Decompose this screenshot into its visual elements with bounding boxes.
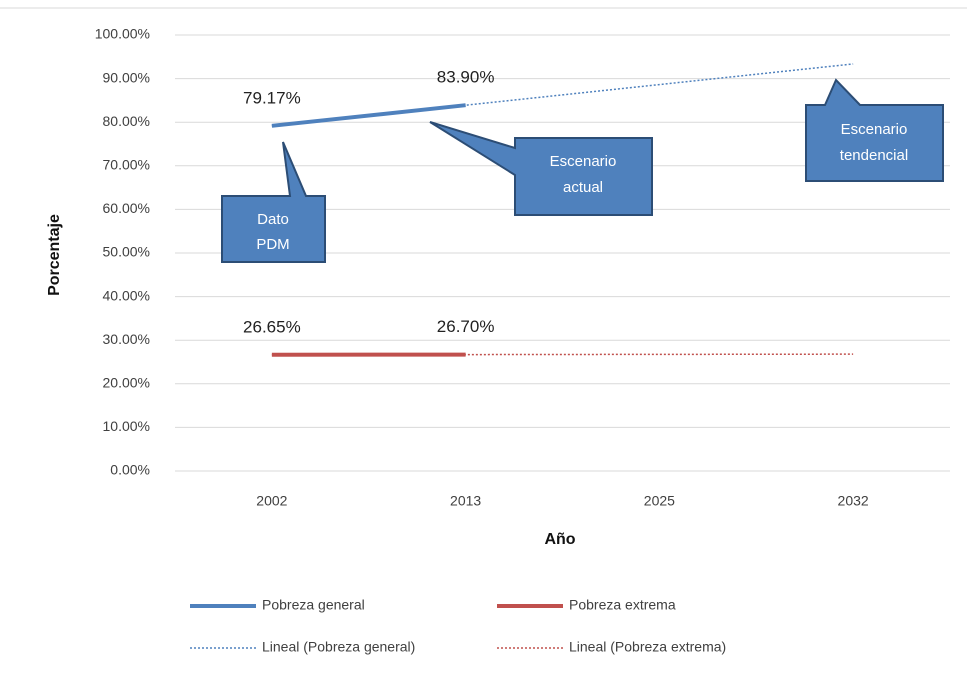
data-label: 26.65% <box>243 317 301 336</box>
x-tick-label: 2032 <box>838 493 869 509</box>
callout-text: Escenario <box>550 153 617 170</box>
data-label: 26.70% <box>437 317 495 336</box>
callout: Escenario actual <box>429 121 653 216</box>
y-tick-label: 70.00% <box>103 157 150 173</box>
x-tick-label: 2025 <box>644 493 675 509</box>
callout-text: PDM <box>256 236 289 253</box>
callout-text: actual <box>563 179 603 196</box>
y-tick-label: 90.00% <box>103 69 150 85</box>
callout-text: Dato <box>257 211 289 228</box>
y-tick-label: 60.00% <box>103 200 150 216</box>
y-tick-label: 10.00% <box>103 418 150 434</box>
series-line <box>271 103 466 128</box>
y-tick-label: 20.00% <box>103 375 150 391</box>
data-label: 79.17% <box>243 88 301 107</box>
y-tick-label: 40.00% <box>103 287 150 303</box>
plot-area: 0.00% 10.00% 20.00% 30.00% 40.00% 50.00% 60.00… <box>95 26 950 509</box>
x-tick-label: 2002 <box>256 493 287 509</box>
callout-text: tendencial <box>840 147 908 164</box>
y-axis-title: Porcentaje <box>46 214 63 296</box>
legend-label: Lineal (Pobreza general) <box>262 639 415 655</box>
callout: Escenario tendencial <box>805 78 944 182</box>
y-tick-label: 0.00% <box>110 462 150 478</box>
callout-text: Escenario <box>841 121 908 138</box>
callout: Dato PDM <box>221 141 326 263</box>
callout-shape <box>805 78 944 182</box>
y-tick-label: 100.00% <box>95 26 150 42</box>
y-tick-label: 30.00% <box>103 331 150 347</box>
callout-shape <box>221 141 326 263</box>
legend-label: Pobreza extrema <box>569 597 676 613</box>
data-label: 83.90% <box>437 68 495 87</box>
legend-label: Lineal (Pobreza extrema) <box>569 639 726 655</box>
legend-label: Pobreza general <box>262 597 365 613</box>
x-axis-title: Año <box>544 531 575 548</box>
callout-shape <box>429 121 653 216</box>
x-tick-label: 2013 <box>450 493 481 509</box>
y-tick-label: 80.00% <box>103 113 150 129</box>
y-tick-label: 50.00% <box>103 244 150 260</box>
